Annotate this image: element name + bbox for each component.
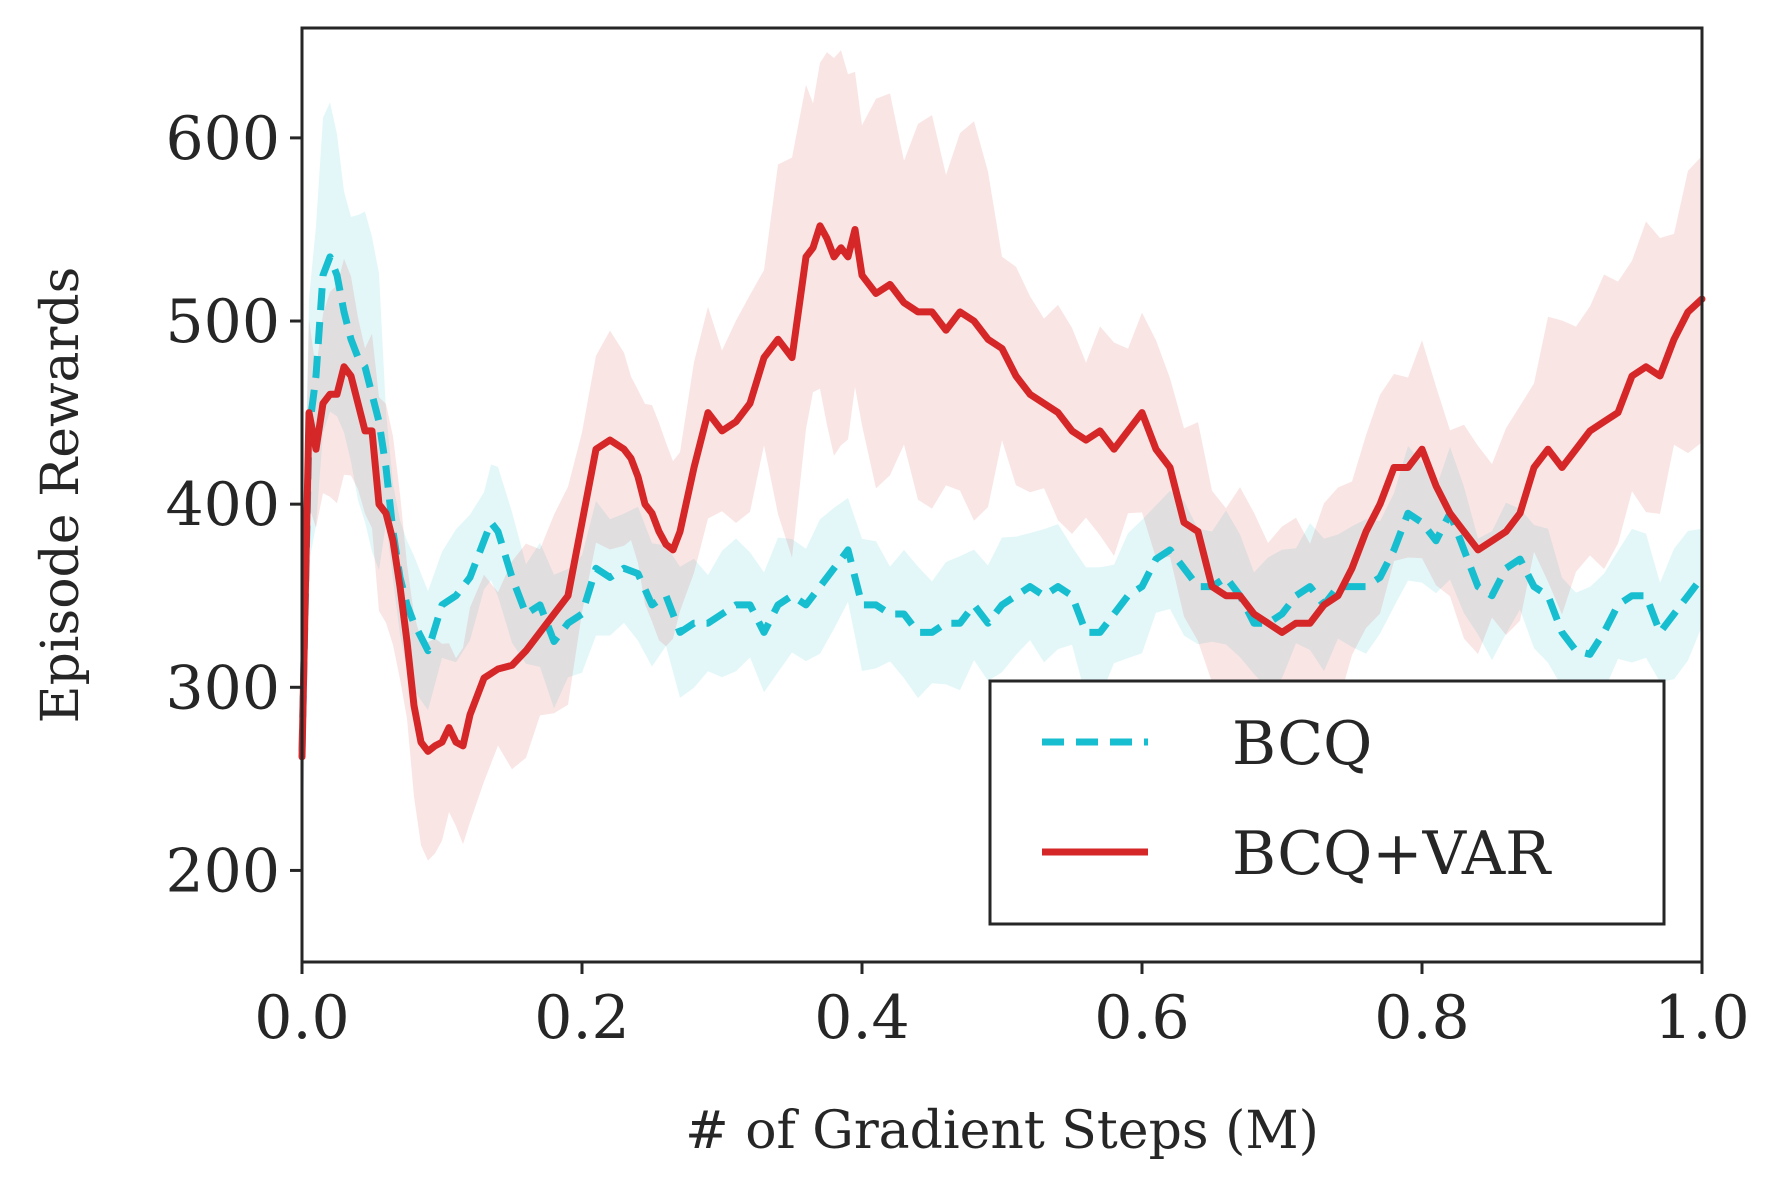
x-tick-label: 0.2	[534, 983, 629, 1053]
series-lines	[298, 222, 1706, 761]
x-axis-title: # of Gradient Steps (M)	[685, 1101, 1319, 1161]
y-tick-label: 600	[165, 104, 280, 174]
series-line-bcq-var	[298, 222, 1706, 761]
plot-frame	[300, 26, 1704, 964]
y-axis-title: Episode Rewards	[31, 267, 91, 724]
x-tick-label: 0.6	[1094, 983, 1189, 1053]
x-tick-label: 0.0	[254, 983, 349, 1053]
x-tick-label: 1.0	[1654, 983, 1749, 1053]
y-tick-label: 200	[165, 836, 280, 906]
band-bcq	[302, 102, 1702, 862]
legend-label-bcq-var: BCQ+VAR	[1232, 819, 1552, 889]
legend-box	[988, 679, 1666, 926]
y-tick-label: 400	[165, 470, 280, 540]
y-tick-label: 500	[165, 287, 280, 357]
y-tick-label: 300	[165, 653, 280, 723]
axis-ticks: 0.0 0.2 0.4 0.6 0.8 1.0 200 300 400 500 600	[165, 104, 1749, 1053]
legend: BCQ BCQ+VAR	[988, 679, 1666, 926]
x-tick-label: 0.4	[814, 983, 909, 1053]
legend-label-bcq: BCQ	[1232, 709, 1372, 779]
x-tick-label: 0.8	[1374, 983, 1469, 1053]
series-line-bcq	[298, 253, 1705, 752]
